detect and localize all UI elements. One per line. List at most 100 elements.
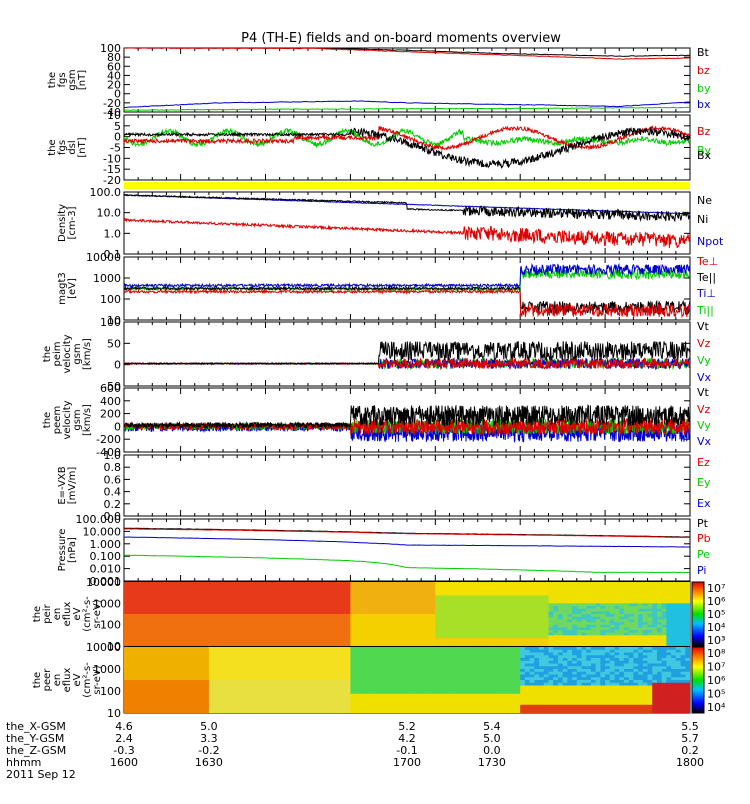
legend-pt: Pt <box>697 517 709 530</box>
series-pi <box>124 537 690 547</box>
y-tick-label: 0.8 <box>104 461 122 474</box>
legend-ti-: Ti⊥ <box>696 287 716 300</box>
colorbar-tick-label: 10⁴ <box>707 621 726 634</box>
panel-traces <box>124 528 690 572</box>
panel-frame <box>124 48 690 112</box>
legend-ni: Ni <box>697 213 708 226</box>
y-axis-label: [eV] <box>67 278 78 299</box>
legend-vx: Vx <box>697 435 712 448</box>
legend-ex: Ex <box>697 497 711 510</box>
legend-bt: Bt <box>697 46 710 59</box>
y-tick-label: 600 <box>100 382 121 395</box>
panel-traces <box>124 265 690 317</box>
y-tick-label: 100 <box>100 685 121 698</box>
y-tick-label: 10000 <box>86 641 121 654</box>
panel-traces <box>124 195 690 249</box>
legend-ne: Ne <box>697 194 712 207</box>
legend-npot: Npot <box>697 235 724 248</box>
panel-traces <box>124 405 690 442</box>
legend-vy: Vy <box>697 419 711 432</box>
y-tick-label: -200 <box>96 433 121 446</box>
colorbar-tick-label: 10⁷ <box>707 582 725 595</box>
panel-traces <box>124 582 691 647</box>
y-axis-label: sr-eV) <box>92 599 103 628</box>
panel-traces <box>124 341 690 369</box>
legend-vz: Vz <box>697 337 711 350</box>
legend-ez: Ez <box>697 456 710 469</box>
legend-te--: Te|| <box>696 271 716 284</box>
legend-vx: Vx <box>697 371 712 384</box>
legend-bx: bx <box>697 98 711 111</box>
figure-title: P4 (TH-E) fields and on-board moments ov… <box>241 31 561 46</box>
legend-vt: Vt <box>697 386 710 399</box>
y-tick-label: 0.6 <box>104 473 122 486</box>
legend-bz: bz <box>697 64 710 77</box>
panel-frame <box>124 519 690 581</box>
y-tick-label: 1.0 <box>104 227 122 240</box>
y-axis-label: sr-eV) <box>92 665 103 694</box>
y-tick-label: 1.0 <box>104 449 122 462</box>
y-tick-label: 1.000 <box>90 538 122 551</box>
legend-vy: Vy <box>697 354 711 367</box>
legend-pe: Pe <box>697 548 710 561</box>
y-axis-label: [nT] <box>77 70 88 90</box>
panel-traces <box>124 48 690 110</box>
y-tick-label: 100 <box>100 619 121 632</box>
y-tick-label: 0.4 <box>104 486 122 499</box>
y-axis-label: [km/s] <box>82 338 93 370</box>
legend-vt: Vt <box>697 320 710 333</box>
legend-ey: Ey <box>697 476 711 489</box>
legend-bx: Bx <box>697 149 712 162</box>
legend-te-: Te⊥ <box>696 255 718 268</box>
y-tick-label: 10.000 <box>83 525 122 538</box>
y-tick-label: 50 <box>107 337 121 350</box>
y-tick-label: 0 <box>114 359 121 372</box>
trace-bx <box>124 128 690 168</box>
y-tick-label: 10.0 <box>97 207 122 220</box>
panel-traces <box>124 126 690 167</box>
trace-ne <box>124 219 690 248</box>
y-tick-label: 10000 <box>86 251 121 264</box>
trace-tiperp <box>124 265 690 287</box>
colorbar-tick-label: 10⁵ <box>707 608 725 621</box>
series-pe <box>124 555 690 572</box>
y-tick-label: 0.2 <box>104 498 122 511</box>
y-axis-label: [cm-3] <box>67 206 78 239</box>
panel-frame <box>124 115 690 180</box>
panel-traces <box>124 647 691 714</box>
y-tick-label: 100.0 <box>90 186 122 199</box>
colorbar-tick-label: 10⁶ <box>707 595 726 608</box>
y-tick-label: 10000 <box>86 576 121 589</box>
y-tick-label: 0.010 <box>90 563 122 576</box>
series-bx <box>124 101 690 108</box>
y-tick-label: 0.100 <box>90 550 122 563</box>
y-tick-label: 10 <box>107 707 121 720</box>
y-tick-label: 100 <box>100 293 121 306</box>
y-axis-label: [nPa] <box>67 537 78 563</box>
legend-ti--: Ti|| <box>696 304 714 317</box>
y-tick-label: 100.000 <box>76 513 122 526</box>
y-tick-label: 1000 <box>93 272 121 285</box>
panel-pressure: 100.00010.0001.0000.1000.0100.001Pressur… <box>57 513 711 588</box>
y-tick-label: 0 <box>114 420 121 433</box>
y-axis-label: [mV/m] <box>67 467 78 505</box>
y-axis-label: [nT] <box>77 137 88 157</box>
colorbar <box>692 582 704 646</box>
panel-frame <box>124 455 690 516</box>
legend-vz: Vz <box>697 403 711 416</box>
y-tick-label: 100 <box>100 316 121 329</box>
y-tick-label: 200 <box>100 408 121 421</box>
legend-pi: Pi <box>697 564 706 577</box>
colorbar-tick-label: 10³ <box>707 634 725 647</box>
legend-by: by <box>697 82 711 95</box>
y-tick-label: 400 <box>100 395 121 408</box>
